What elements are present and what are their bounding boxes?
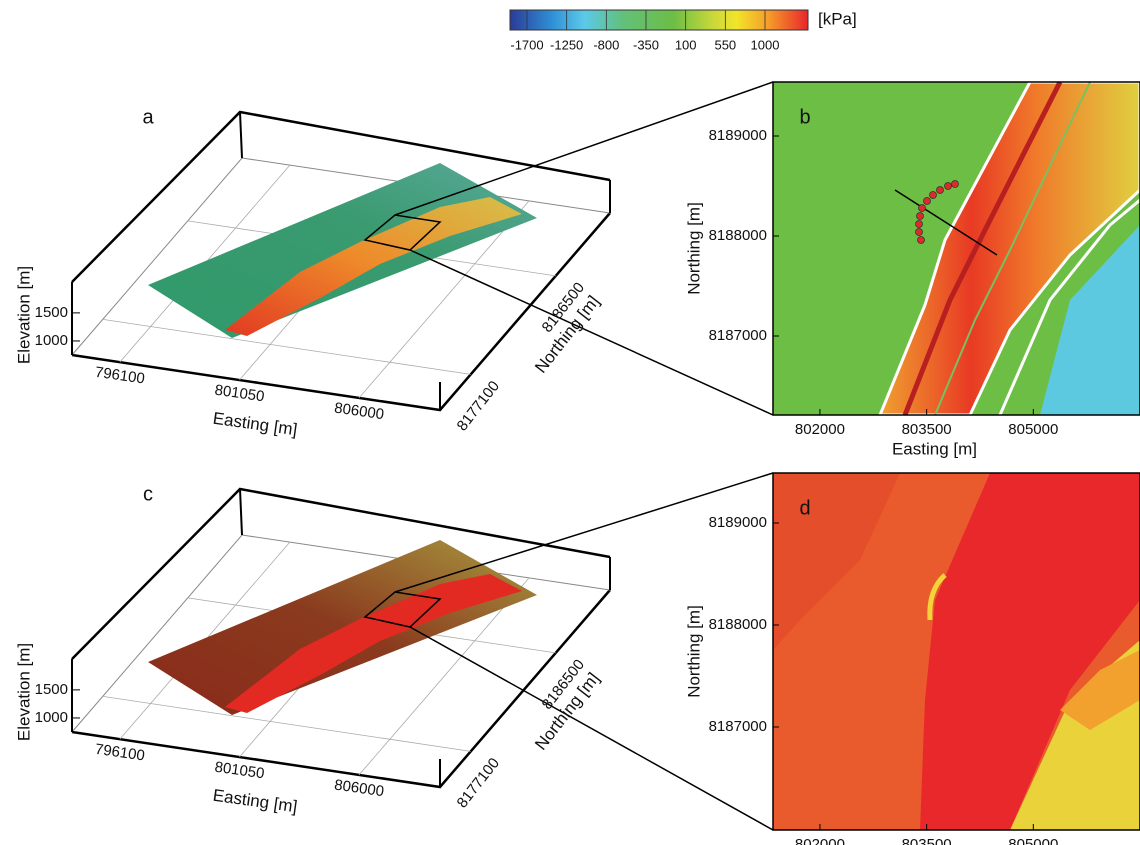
- panel-label: c: [143, 483, 153, 505]
- map-b: [773, 82, 1140, 415]
- x-tick-label: 801050: [214, 759, 266, 783]
- x-tick-label: 802000: [795, 836, 845, 845]
- x-tick-label: 805000: [1008, 836, 1058, 845]
- sample-point: [916, 229, 923, 236]
- z-tick-label: 1500: [35, 681, 68, 698]
- x-axis-title: Easting [m]: [212, 786, 299, 817]
- grid-line: [103, 319, 471, 374]
- sample-point: [930, 192, 937, 199]
- sample-point: [916, 221, 923, 228]
- colorbar-tick-label: 550: [714, 37, 736, 52]
- colorbar: [510, 10, 808, 30]
- x-tick-label: 803500: [902, 836, 952, 845]
- z-axis-title: Elevation [m]: [14, 266, 33, 364]
- axis-box: [240, 489, 242, 535]
- panel-label: b: [799, 106, 810, 128]
- x-tick-label: 803500: [902, 421, 952, 438]
- x-axis-title: Easting [m]: [212, 409, 299, 440]
- x-tick-label: 801050: [214, 382, 266, 406]
- x-tick-label: 806000: [333, 399, 385, 423]
- panel-label: d: [799, 497, 810, 519]
- z-tick-label: 1000: [35, 332, 68, 349]
- figure: [kPa]: [0, 0, 1140, 845]
- y-axis-title: Northing [m]: [684, 605, 703, 698]
- sample-point: [919, 205, 926, 212]
- x-tick-label: 796100: [94, 364, 146, 388]
- y-tick-label: 8187000: [709, 718, 767, 735]
- sample-point: [924, 198, 931, 205]
- y-tick-label: 8188000: [709, 616, 767, 633]
- zoom-line: [395, 473, 773, 592]
- y-tick-label: 8188000: [709, 227, 767, 244]
- sample-point: [952, 181, 959, 188]
- y-tick-label: 8187000: [709, 327, 767, 344]
- colorbar-tick-label: -1250: [550, 37, 583, 52]
- y-tick-label: 8189000: [709, 127, 767, 144]
- x-tick-label: 806000: [333, 776, 385, 800]
- map-d: [773, 473, 1140, 830]
- y-axis-title: Northing [m]: [684, 202, 703, 295]
- colorbar-tick-label: -350: [633, 37, 659, 52]
- surface-sheet: [148, 163, 537, 338]
- z-tick-label: 1500: [35, 304, 68, 321]
- z-tick-label: 1000: [35, 709, 68, 726]
- x-axis-title: Easting [m]: [892, 439, 977, 458]
- grid-line: [103, 696, 471, 751]
- z-axis-title: Elevation [m]: [14, 643, 33, 741]
- x-tick-label: 805000: [1008, 421, 1058, 438]
- colorbar-tick-label: -800: [593, 37, 619, 52]
- axis-box: [240, 112, 242, 158]
- sample-point: [917, 213, 924, 220]
- x-tick-label: 796100: [94, 741, 146, 765]
- sample-point: [945, 183, 952, 190]
- colorbar-tick-label: -1700: [510, 37, 543, 52]
- panel-label: a: [142, 106, 154, 128]
- zoom-line: [395, 82, 773, 215]
- colorbar-tick-label: 100: [675, 37, 697, 52]
- x-tick-label: 802000: [795, 421, 845, 438]
- sample-point: [937, 187, 944, 194]
- y-tick-label: 8189000: [709, 514, 767, 531]
- colorbar-tick-label: 1000: [751, 37, 780, 52]
- colorbar-unit: [kPa]: [818, 9, 857, 28]
- sample-point: [918, 237, 925, 244]
